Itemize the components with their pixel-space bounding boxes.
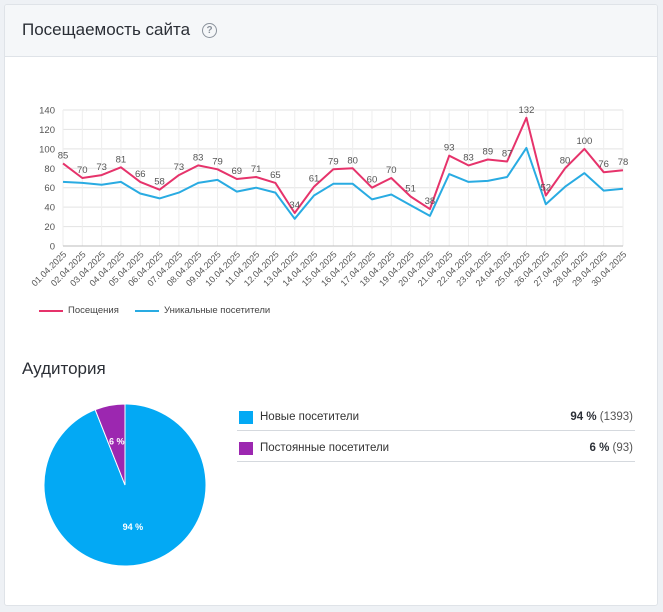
data-label: 34 xyxy=(289,200,300,211)
data-label: 60 xyxy=(367,175,378,186)
data-label: 85 xyxy=(58,150,69,161)
legend-item-unique[interactable]: Уникальные посетители xyxy=(135,305,270,316)
pie-slice-returning xyxy=(94,403,126,486)
audience-row-returning: Постоянные посетители 6 % (93) xyxy=(237,432,635,462)
audience-value-new: 94 % (1393) xyxy=(570,411,633,423)
audience-value-returning: 6 % (93) xyxy=(590,442,633,454)
data-label: 70 xyxy=(77,165,88,176)
audience-swatch-new xyxy=(239,411,253,424)
y-tick-label: 60 xyxy=(44,183,55,194)
legend-swatch-visits xyxy=(39,309,63,312)
legend-label-visits: Посещения xyxy=(68,305,119,316)
legend-swatch-unique xyxy=(135,309,159,312)
data-label: 70 xyxy=(386,165,397,176)
card-header: Посещаемость сайта ? xyxy=(5,5,657,57)
y-tick-label: 20 xyxy=(44,222,55,233)
data-label: 132 xyxy=(519,105,535,116)
audience-title: Аудитория xyxy=(22,359,106,378)
data-label: 38 xyxy=(425,196,436,207)
data-label: 83 xyxy=(193,152,204,163)
page-title: Посещаемость сайта xyxy=(22,20,191,39)
data-label: 76 xyxy=(598,159,609,170)
data-label: 61 xyxy=(309,174,320,185)
data-label: 89 xyxy=(483,147,494,158)
data-label: 87 xyxy=(502,148,513,159)
audience-pct-returning: 6 % xyxy=(589,442,610,454)
y-tick-label: 80 xyxy=(44,164,55,175)
data-label: 69 xyxy=(232,166,243,177)
data-label: 78 xyxy=(618,157,629,168)
legend-item-visits[interactable]: Посещения xyxy=(39,305,119,316)
audience-pct-new: 94 % xyxy=(570,411,597,423)
data-label: 52 xyxy=(540,182,551,193)
data-label: 81 xyxy=(116,154,127,165)
data-label: 73 xyxy=(96,162,107,173)
audience-row-new: Новые посетители 94 % (1393) xyxy=(237,401,635,431)
y-tick-label: 100 xyxy=(39,144,55,155)
data-label: 66 xyxy=(135,169,146,180)
data-label: 51 xyxy=(405,183,416,194)
data-label: 93 xyxy=(444,143,455,154)
visits-line-chart: 02040608010012014001.04.202502.04.202503… xyxy=(29,105,629,288)
audience-pie-chart: 94 % 6 % xyxy=(43,403,207,567)
data-label: 73 xyxy=(174,162,185,173)
data-label: 100 xyxy=(576,136,592,147)
audience-table: Новые посетители 94 % (1393) Постоянные … xyxy=(237,401,635,463)
series-line-visits xyxy=(62,116,624,214)
traffic-card: Посещаемость сайта ? 0 20 40 60 80 100 120 140 0… xyxy=(4,4,658,606)
data-label: 71 xyxy=(251,164,262,175)
audience-count-returning: (93) xyxy=(612,442,633,454)
data-label: 80 xyxy=(560,155,571,166)
pie-label-new: 94 % xyxy=(123,522,144,532)
series-line-unique xyxy=(62,146,624,220)
audience-swatch-returning xyxy=(239,442,253,455)
data-label: 58 xyxy=(154,177,165,188)
legend-label-unique: Уникальные посетители xyxy=(164,305,271,316)
question-circle-icon[interactable]: ? xyxy=(202,23,217,38)
audience-label-new: Новые посетители xyxy=(260,411,360,423)
data-label: 80 xyxy=(347,155,358,166)
audience-count-new: (1393) xyxy=(599,411,633,423)
y-tick-label: 0 xyxy=(50,242,55,253)
data-label: 65 xyxy=(270,170,281,181)
data-label: 79 xyxy=(212,156,223,167)
y-tick-label: 120 xyxy=(39,125,55,136)
data-label: 83 xyxy=(463,152,474,163)
y-tick-label: 140 xyxy=(39,106,55,117)
audience-label-returning: Постоянные посетители xyxy=(260,442,390,454)
y-tick-label: 40 xyxy=(44,203,55,214)
data-label: 79 xyxy=(328,156,339,167)
pie-label-returning: 6 % xyxy=(109,437,125,447)
